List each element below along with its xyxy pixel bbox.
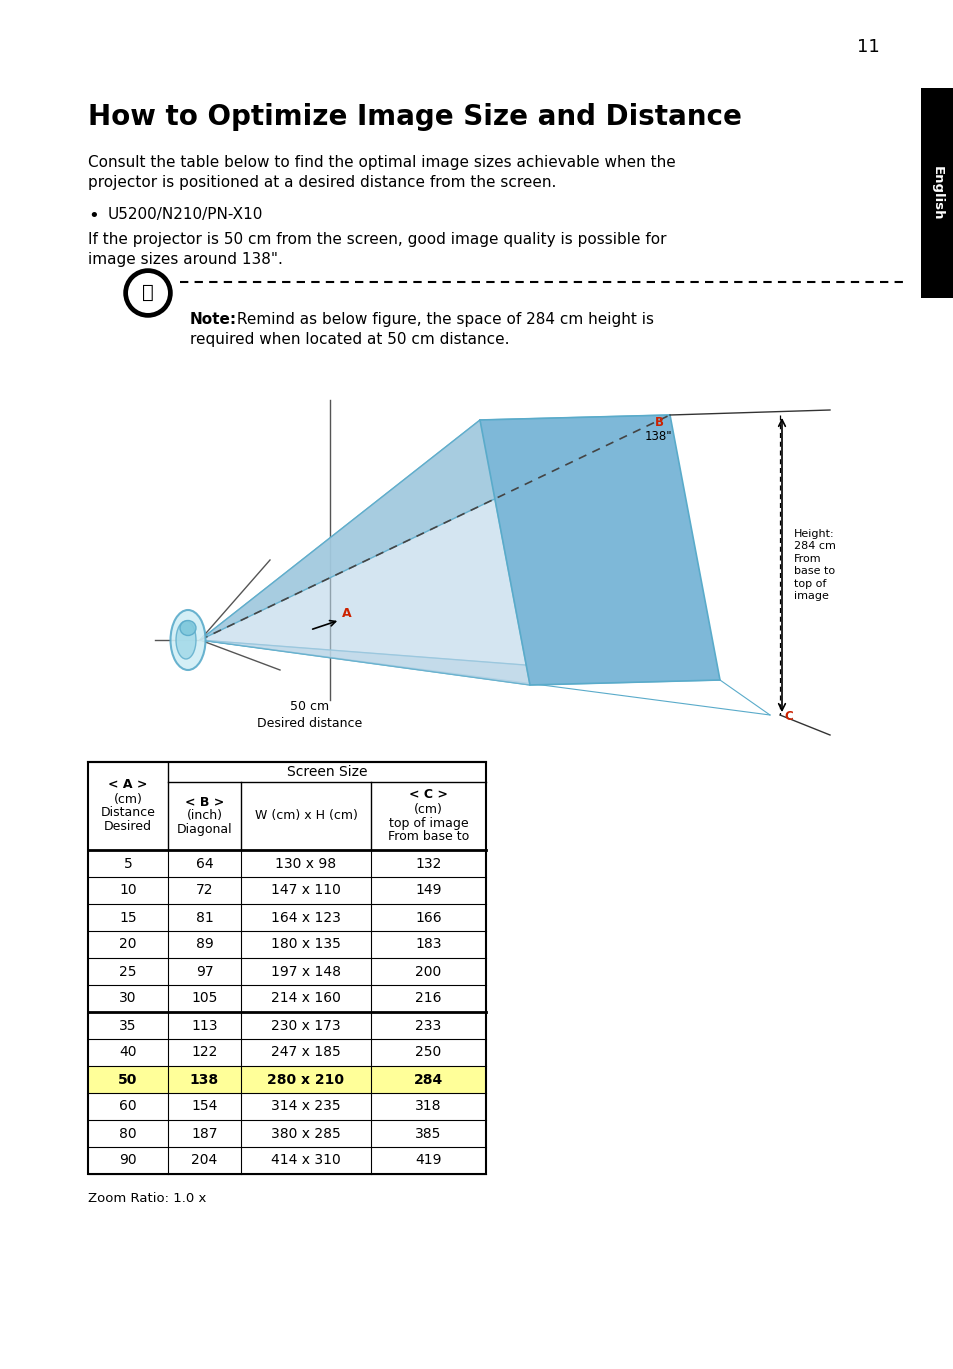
Circle shape [125,270,171,316]
Ellipse shape [175,622,195,658]
Text: Screen Size: Screen Size [287,765,367,779]
Text: 130 x 98: 130 x 98 [275,857,336,871]
Text: How to Optimize Image Size and Distance: How to Optimize Image Size and Distance [88,103,741,131]
Text: 30: 30 [119,991,136,1005]
Text: 247 x 185: 247 x 185 [271,1046,340,1060]
Text: U5200/N210/PN-X10: U5200/N210/PN-X10 [108,207,263,222]
Text: 11: 11 [856,38,879,56]
Text: (cm): (cm) [113,793,142,805]
Text: 214 x 160: 214 x 160 [271,991,340,1005]
Text: projector is positioned at a desired distance from the screen.: projector is positioned at a desired dis… [88,175,556,190]
Ellipse shape [180,620,195,635]
Text: 90: 90 [119,1154,136,1168]
Text: (inch): (inch) [186,809,222,823]
Text: 233: 233 [415,1019,441,1032]
Text: 122: 122 [192,1046,217,1060]
Circle shape [128,272,168,314]
Text: 250: 250 [415,1046,441,1060]
Text: C: C [783,711,792,723]
Text: 197 x 148: 197 x 148 [271,965,340,979]
Bar [88,763,485,1175]
Polygon shape [200,415,669,639]
Text: 132: 132 [415,857,441,871]
Text: B: B [655,416,663,428]
Text: 50: 50 [118,1072,137,1087]
Text: 180 x 135: 180 x 135 [271,938,340,951]
Text: < C >: < C > [409,789,448,801]
Text: 20: 20 [119,938,136,951]
Text: 25: 25 [119,965,136,979]
Text: 280 x 210: 280 x 210 [267,1072,344,1087]
Bar [88,763,485,1175]
Text: 60: 60 [119,1099,136,1113]
Text: 138: 138 [190,1072,219,1087]
Text: 187: 187 [191,1127,217,1140]
Text: required when located at 50 cm distance.: required when located at 50 cm distance. [190,333,509,346]
Text: 113: 113 [191,1019,217,1032]
Text: < B >: < B > [185,795,224,809]
Text: 89: 89 [195,938,213,951]
Text: 216: 216 [415,991,441,1005]
Text: 200: 200 [415,965,441,979]
Text: From base to: From base to [388,831,469,843]
Text: 10: 10 [119,883,136,898]
Polygon shape [200,639,720,684]
Ellipse shape [171,611,205,669]
Text: 164 x 123: 164 x 123 [271,910,340,924]
Polygon shape [479,415,720,684]
Text: Zoom Ratio: 1.0 x: Zoom Ratio: 1.0 x [88,1192,206,1205]
Text: 147 x 110: 147 x 110 [271,883,340,898]
Text: < A >: < A > [109,779,148,791]
Bar [88,1066,485,1092]
Text: Desired distance: Desired distance [257,717,362,730]
Text: 50 cm: 50 cm [290,700,329,713]
Text: 72: 72 [195,883,213,898]
Text: 80: 80 [119,1127,136,1140]
Text: If the projector is 50 cm from the screen, good image quality is possible for: If the projector is 50 cm from the scree… [88,231,666,246]
Text: 154: 154 [192,1099,217,1113]
Text: 385: 385 [415,1127,441,1140]
Text: 314 x 235: 314 x 235 [271,1099,340,1113]
Text: 414 x 310: 414 x 310 [271,1154,340,1168]
Text: A: A [341,606,352,620]
Text: 40: 40 [119,1046,136,1060]
Text: Note:: Note: [190,312,237,327]
Text: English: English [930,166,943,220]
Text: 183: 183 [415,938,441,951]
Text: top of image: top of image [388,816,468,830]
Text: W (cm) x H (cm): W (cm) x H (cm) [254,809,357,823]
Text: 318: 318 [415,1099,441,1113]
Text: 166: 166 [415,910,441,924]
Text: Desired: Desired [104,820,152,834]
Text: 🔑: 🔑 [142,282,153,301]
Bar [920,88,953,298]
Text: 15: 15 [119,910,136,924]
Text: 284: 284 [414,1072,442,1087]
Text: 138": 138" [644,430,672,444]
Text: Consult the table below to find the optimal image sizes achievable when the: Consult the table below to find the opti… [88,155,675,170]
Polygon shape [200,420,530,684]
Text: Distance: Distance [100,806,155,820]
Text: 204: 204 [192,1154,217,1168]
Text: Diagonal: Diagonal [176,824,233,836]
Text: 5: 5 [124,857,132,871]
Text: 380 x 285: 380 x 285 [271,1127,340,1140]
Text: 97: 97 [195,965,213,979]
Text: 149: 149 [415,883,441,898]
Text: Remind as below figure, the space of 284 cm height is: Remind as below figure, the space of 284… [232,312,654,327]
Text: (cm): (cm) [414,802,442,816]
Text: 230 x 173: 230 x 173 [271,1019,340,1032]
Text: •: • [88,207,99,225]
Text: 81: 81 [195,910,213,924]
Text: image sizes around 138".: image sizes around 138". [88,252,283,267]
Text: 419: 419 [415,1154,441,1168]
Text: 105: 105 [192,991,217,1005]
Text: 35: 35 [119,1019,136,1032]
Text: Height:
284 cm
From
base to
top of
image: Height: 284 cm From base to top of image [793,528,835,601]
Text: 64: 64 [195,857,213,871]
